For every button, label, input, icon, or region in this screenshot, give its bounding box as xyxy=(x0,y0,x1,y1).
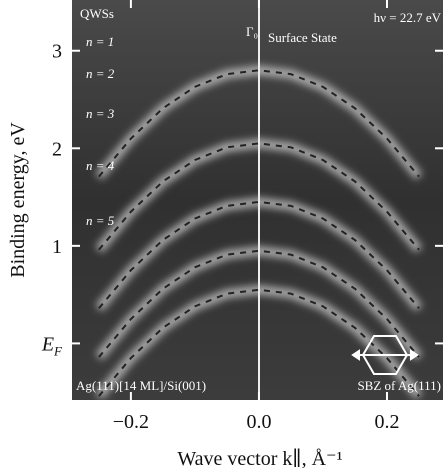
annotation: Surface State xyxy=(268,30,337,45)
annotation: n = 4 xyxy=(86,158,115,173)
annotation: n = 2 xyxy=(86,66,115,81)
y-tick-label: EF xyxy=(41,333,63,358)
annotation: n = 5 xyxy=(86,213,115,228)
annotation: SBZ of Ag(111) xyxy=(357,378,441,393)
annotation: n = 3 xyxy=(86,106,115,121)
y-tick-label: 1 xyxy=(52,236,62,258)
annotation: Γ₀ xyxy=(246,24,258,39)
x-tick-label: 0.2 xyxy=(374,411,399,433)
annotation: QWSs xyxy=(80,6,114,21)
x-tick-label: 0.0 xyxy=(246,411,271,433)
x-tick-label: −0.2 xyxy=(113,411,149,433)
sbz-icon xyxy=(351,335,419,375)
y-tick-label: 2 xyxy=(52,138,62,160)
annotation: n = 1 xyxy=(86,34,114,49)
y-tick-label: 3 xyxy=(52,41,62,63)
y-axis-label: Binding energy, eV xyxy=(7,122,29,278)
x-axis-label: Wave vector k∥, Å⁻¹ xyxy=(177,448,342,470)
annotation: hν = 22.7 eV xyxy=(374,10,442,25)
annotation: Ag(111)[14 ML]/Si(001) xyxy=(76,378,206,393)
